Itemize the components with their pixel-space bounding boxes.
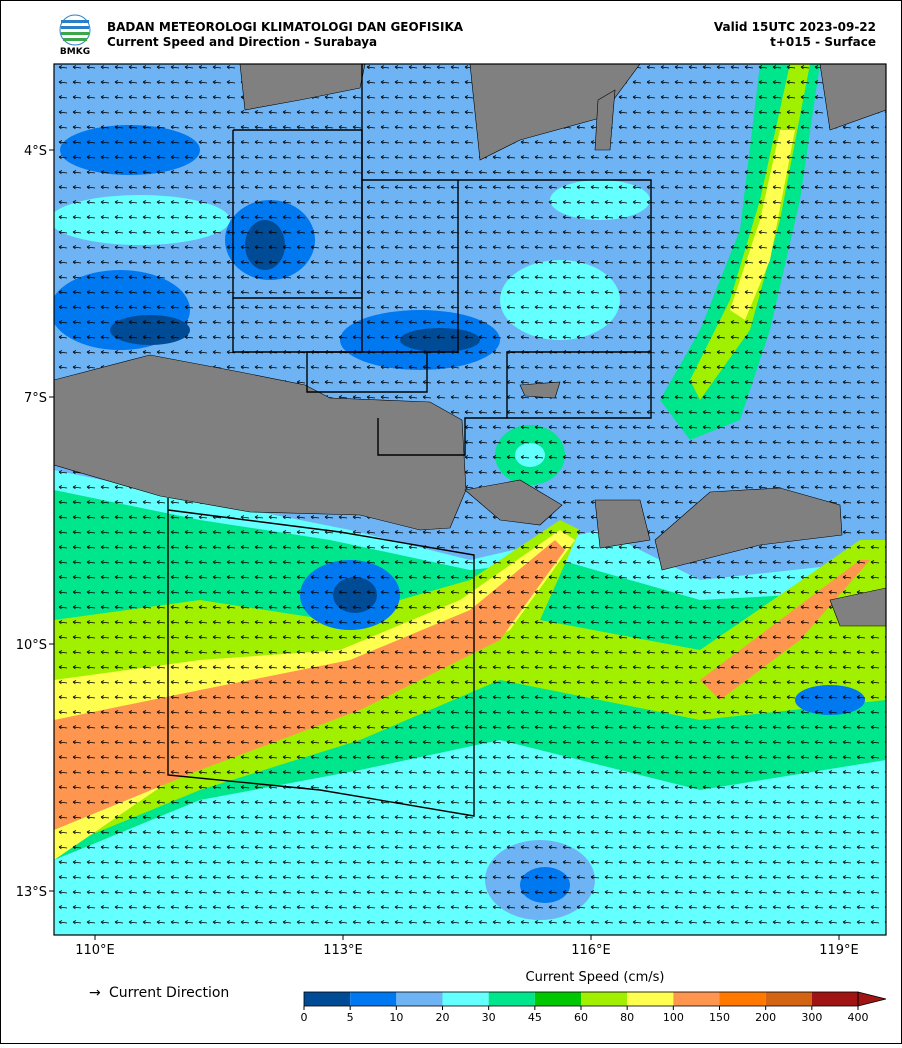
colorbar-label: 60 [574, 1011, 588, 1024]
colorbar-label: 100 [663, 1011, 684, 1024]
x-tick-label: 116°E [571, 943, 611, 958]
x-tick-label: 119°E [819, 943, 859, 958]
x-tick-label: 113°E [323, 943, 363, 958]
agency: BADAN METEOROLOGI KLIMATOLOGI DAN GEOFIS… [107, 20, 464, 34]
colorbar-segment [442, 992, 489, 1006]
y-tick-label: 13°S [16, 885, 47, 900]
colorbar-label: 30 [482, 1011, 496, 1024]
colorbar-segment [765, 992, 812, 1006]
colorbar-segment [396, 992, 443, 1006]
land [54, 64, 886, 627]
y-tick-label: 10°S [16, 638, 47, 653]
colorbar-label: 150 [709, 1011, 730, 1024]
x-tick-label: 110°E [75, 943, 115, 958]
lead-time: t+015 - Surface [770, 35, 876, 49]
colorbar-label: 300 [801, 1011, 822, 1024]
colorbar-label: 5 [347, 1011, 354, 1024]
colorbar-segment [719, 992, 766, 1006]
map-border [53, 63, 887, 936]
colorbar-label: 10 [389, 1011, 403, 1024]
legend-arrow: → [89, 985, 101, 1001]
colorbar-segment [627, 992, 674, 1006]
colorbar-label: 80 [620, 1011, 634, 1024]
colorbar: 0 5 10 20 30 45 60 80 100 150 200 300 400 [301, 991, 887, 1024]
axes: 110°E 113°E 116°E 119°E 4°S 7°S 10°S 13°S [16, 144, 859, 958]
colorbar-segment [304, 992, 351, 1006]
colorbar-segment [488, 992, 535, 1006]
y-tick-label: 7°S [24, 391, 47, 406]
logo: BMKG [59, 14, 91, 57]
colorbar-label: 0 [301, 1011, 308, 1024]
map [54, 64, 886, 935]
colorbar-label: 45 [528, 1011, 542, 1024]
colorbar-label: 400 [848, 1011, 869, 1024]
colorbar-segment [673, 992, 720, 1006]
colorbar-segment [811, 992, 858, 1006]
colorbar-segment [581, 992, 628, 1006]
legend-label: Current Direction [109, 985, 229, 1001]
colorbar-title: Current Speed (cm/s) [526, 970, 665, 985]
colorbar-segment [350, 992, 397, 1006]
colorbar-label: 20 [436, 1011, 450, 1024]
colorbar-segment [534, 992, 581, 1006]
forecast-areas [167, 64, 652, 817]
valid-time: Valid 15UTC 2023-09-22 [714, 20, 876, 34]
subtitle: Current Speed and Direction - Surabaya [107, 35, 377, 49]
colorbar-label: 200 [755, 1011, 776, 1024]
y-tick-label: 4°S [24, 144, 47, 159]
logo-text: BMKG [60, 47, 90, 57]
